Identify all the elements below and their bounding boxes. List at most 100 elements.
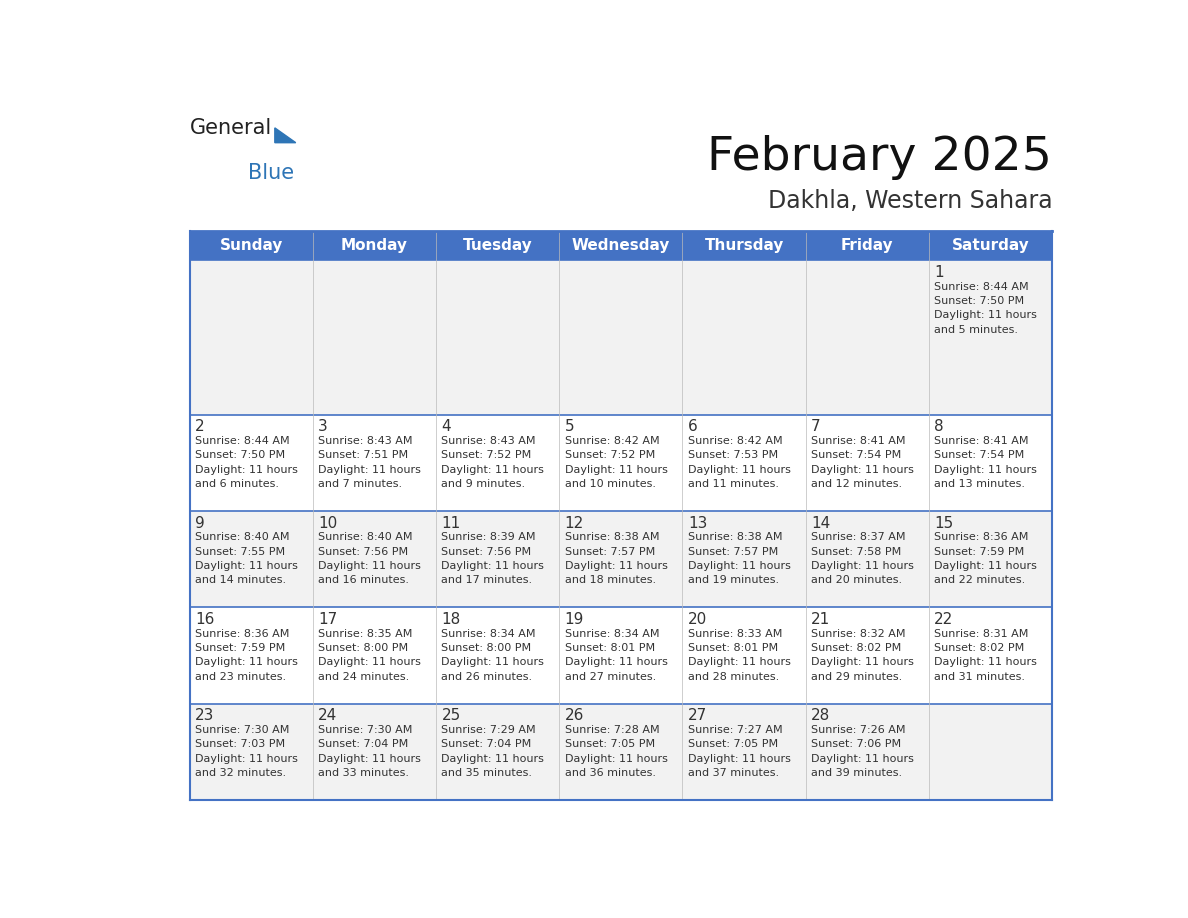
Bar bbox=[190, 415, 312, 511]
Text: Sunrise: 8:44 AM: Sunrise: 8:44 AM bbox=[934, 282, 1029, 292]
Text: and 16 minutes.: and 16 minutes. bbox=[318, 576, 409, 585]
Text: Sunrise: 8:34 AM: Sunrise: 8:34 AM bbox=[442, 629, 536, 639]
Text: Sunrise: 8:44 AM: Sunrise: 8:44 AM bbox=[195, 436, 290, 446]
Text: 17: 17 bbox=[318, 612, 337, 627]
Text: Sunset: 7:58 PM: Sunset: 7:58 PM bbox=[811, 547, 902, 556]
Text: Sunset: 7:57 PM: Sunset: 7:57 PM bbox=[564, 547, 655, 556]
Bar bbox=[805, 261, 929, 415]
Text: Daylight: 11 hours: Daylight: 11 hours bbox=[934, 465, 1037, 475]
Text: Sunrise: 7:30 AM: Sunrise: 7:30 AM bbox=[195, 725, 290, 735]
Text: Daylight: 11 hours: Daylight: 11 hours bbox=[564, 465, 668, 475]
Text: 1: 1 bbox=[934, 265, 944, 280]
Text: and 26 minutes.: and 26 minutes. bbox=[442, 672, 532, 681]
Text: and 6 minutes.: and 6 minutes. bbox=[195, 479, 279, 488]
Text: Dakhla, Western Sahara: Dakhla, Western Sahara bbox=[767, 189, 1053, 213]
Text: Daylight: 11 hours: Daylight: 11 hours bbox=[442, 754, 544, 764]
Text: Sunset: 7:52 PM: Sunset: 7:52 PM bbox=[442, 451, 532, 460]
Polygon shape bbox=[274, 128, 296, 142]
Text: 15: 15 bbox=[934, 516, 954, 531]
Bar bbox=[682, 415, 805, 511]
Text: and 23 minutes.: and 23 minutes. bbox=[195, 672, 286, 681]
Text: Sunset: 7:04 PM: Sunset: 7:04 PM bbox=[442, 740, 532, 749]
Text: Sunrise: 8:34 AM: Sunrise: 8:34 AM bbox=[564, 629, 659, 639]
Bar bbox=[929, 511, 1053, 608]
Text: Sunset: 7:05 PM: Sunset: 7:05 PM bbox=[564, 740, 655, 749]
Text: 16: 16 bbox=[195, 612, 214, 627]
Text: Sunrise: 8:40 AM: Sunrise: 8:40 AM bbox=[195, 532, 290, 543]
Text: Daylight: 11 hours: Daylight: 11 hours bbox=[688, 754, 791, 764]
Text: 12: 12 bbox=[564, 516, 584, 531]
Text: and 17 minutes.: and 17 minutes. bbox=[442, 576, 532, 585]
Text: 23: 23 bbox=[195, 709, 214, 723]
Text: Daylight: 11 hours: Daylight: 11 hours bbox=[442, 657, 544, 667]
Text: Sunrise: 8:41 AM: Sunrise: 8:41 AM bbox=[934, 436, 1029, 446]
Text: Daylight: 11 hours: Daylight: 11 hours bbox=[318, 561, 421, 571]
Text: Sunrise: 8:33 AM: Sunrise: 8:33 AM bbox=[688, 629, 782, 639]
Text: Daylight: 11 hours: Daylight: 11 hours bbox=[688, 657, 791, 667]
Text: Daylight: 11 hours: Daylight: 11 hours bbox=[811, 754, 914, 764]
Text: Daylight: 11 hours: Daylight: 11 hours bbox=[442, 561, 544, 571]
Text: and 14 minutes.: and 14 minutes. bbox=[195, 576, 286, 585]
Text: Sunrise: 8:37 AM: Sunrise: 8:37 AM bbox=[811, 532, 905, 543]
Text: and 32 minutes.: and 32 minutes. bbox=[195, 768, 286, 778]
Text: Monday: Monday bbox=[341, 238, 407, 253]
Text: Sunset: 8:01 PM: Sunset: 8:01 PM bbox=[688, 644, 778, 653]
Text: Sunrise: 8:31 AM: Sunrise: 8:31 AM bbox=[934, 629, 1029, 639]
Text: Sunset: 8:02 PM: Sunset: 8:02 PM bbox=[811, 644, 902, 653]
Text: 5: 5 bbox=[564, 420, 574, 434]
Text: Sunset: 7:56 PM: Sunset: 7:56 PM bbox=[318, 547, 409, 556]
Text: 8: 8 bbox=[934, 420, 944, 434]
Text: General: General bbox=[190, 118, 272, 138]
Bar bbox=[436, 511, 560, 608]
Text: Daylight: 11 hours: Daylight: 11 hours bbox=[195, 561, 298, 571]
Text: and 35 minutes.: and 35 minutes. bbox=[442, 768, 532, 778]
Text: and 13 minutes.: and 13 minutes. bbox=[934, 479, 1025, 488]
Text: Sunset: 7:50 PM: Sunset: 7:50 PM bbox=[934, 297, 1024, 306]
Text: Daylight: 11 hours: Daylight: 11 hours bbox=[934, 657, 1037, 667]
Bar bbox=[805, 511, 929, 608]
Bar bbox=[805, 608, 929, 704]
Text: 9: 9 bbox=[195, 516, 204, 531]
Text: Sunset: 7:59 PM: Sunset: 7:59 PM bbox=[195, 644, 285, 653]
Bar bbox=[805, 415, 929, 511]
Text: 20: 20 bbox=[688, 612, 707, 627]
Text: and 28 minutes.: and 28 minutes. bbox=[688, 672, 779, 681]
Text: Daylight: 11 hours: Daylight: 11 hours bbox=[318, 465, 421, 475]
Text: and 11 minutes.: and 11 minutes. bbox=[688, 479, 779, 488]
Bar bbox=[436, 415, 560, 511]
Bar bbox=[190, 261, 312, 415]
Text: 2: 2 bbox=[195, 420, 204, 434]
Bar bbox=[682, 511, 805, 608]
Bar bbox=[560, 704, 682, 800]
Text: and 10 minutes.: and 10 minutes. bbox=[564, 479, 656, 488]
Bar bbox=[929, 608, 1053, 704]
Text: Sunset: 7:57 PM: Sunset: 7:57 PM bbox=[688, 547, 778, 556]
Text: Sunset: 8:00 PM: Sunset: 8:00 PM bbox=[442, 644, 531, 653]
Text: and 12 minutes.: and 12 minutes. bbox=[811, 479, 902, 488]
Bar bbox=[312, 415, 436, 511]
Text: and 9 minutes.: and 9 minutes. bbox=[442, 479, 525, 488]
Text: Sunset: 7:52 PM: Sunset: 7:52 PM bbox=[564, 451, 655, 460]
Text: Sunrise: 8:38 AM: Sunrise: 8:38 AM bbox=[688, 532, 783, 543]
Bar bbox=[312, 704, 436, 800]
Text: Sunrise: 8:42 AM: Sunrise: 8:42 AM bbox=[688, 436, 783, 446]
Text: Sunrise: 8:43 AM: Sunrise: 8:43 AM bbox=[318, 436, 412, 446]
Text: Sunset: 7:51 PM: Sunset: 7:51 PM bbox=[318, 451, 409, 460]
Text: Daylight: 11 hours: Daylight: 11 hours bbox=[564, 561, 668, 571]
Text: Sunrise: 8:32 AM: Sunrise: 8:32 AM bbox=[811, 629, 905, 639]
Text: 21: 21 bbox=[811, 612, 830, 627]
Text: Daylight: 11 hours: Daylight: 11 hours bbox=[811, 657, 914, 667]
Text: 11: 11 bbox=[442, 516, 461, 531]
Text: Sunset: 8:00 PM: Sunset: 8:00 PM bbox=[318, 644, 409, 653]
Text: Sunset: 7:03 PM: Sunset: 7:03 PM bbox=[195, 740, 285, 749]
Text: Daylight: 11 hours: Daylight: 11 hours bbox=[564, 657, 668, 667]
Bar bbox=[929, 704, 1053, 800]
Bar bbox=[682, 704, 805, 800]
Bar bbox=[190, 608, 312, 704]
Bar bbox=[560, 511, 682, 608]
Text: 26: 26 bbox=[564, 709, 584, 723]
Bar bbox=[312, 608, 436, 704]
Bar bbox=[682, 608, 805, 704]
Text: 28: 28 bbox=[811, 709, 830, 723]
Text: 27: 27 bbox=[688, 709, 707, 723]
